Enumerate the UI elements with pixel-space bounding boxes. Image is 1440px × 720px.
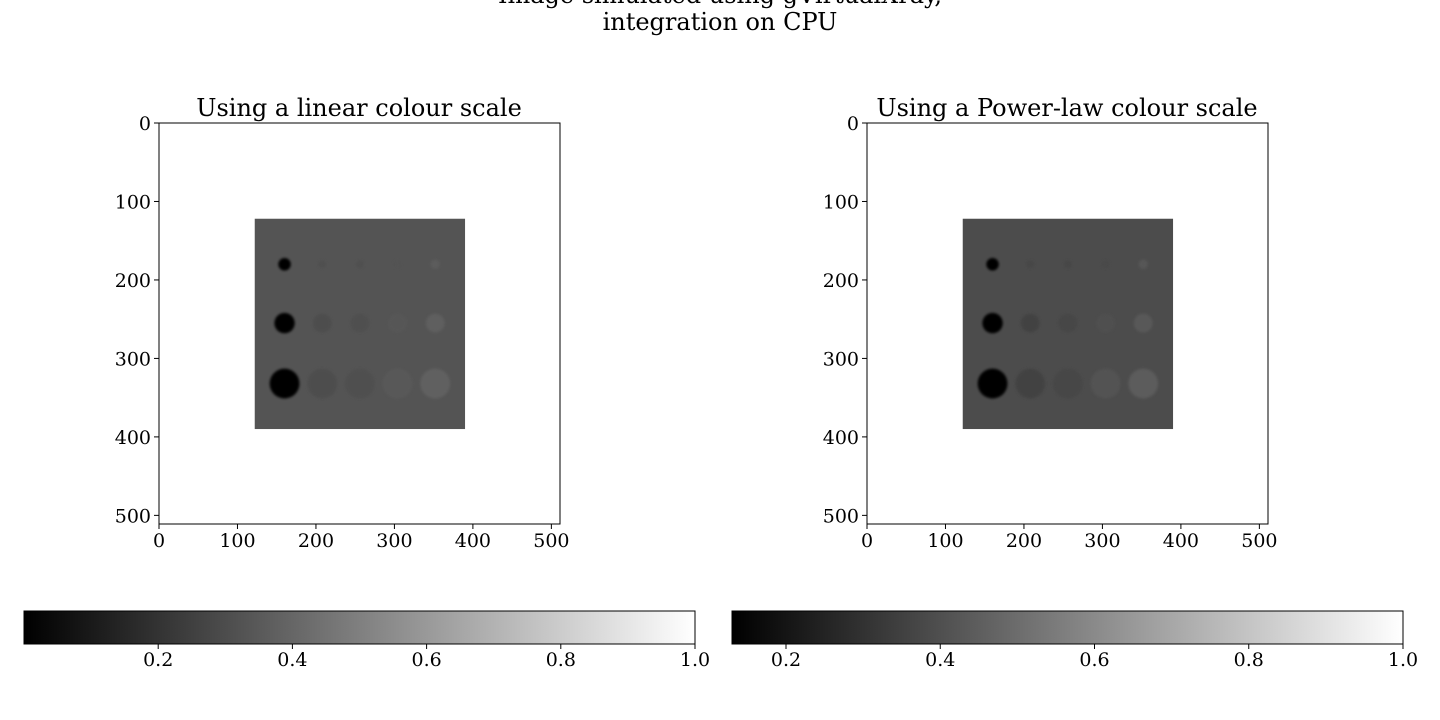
insert-circle [307, 368, 338, 399]
insert-circle [274, 312, 295, 334]
insert-circle [312, 313, 332, 333]
y-tick-label: 400 [823, 427, 859, 449]
x-tick-label: 400 [1163, 530, 1199, 552]
x-tick-label: 200 [298, 530, 334, 552]
insert-circle [269, 368, 300, 399]
colorbar-tick-label: 1.0 [1388, 649, 1418, 671]
colorbar-linear: 0.2 0.4 0.6 0.8 1.0 [23, 610, 710, 671]
x-tick-label: 500 [1241, 530, 1277, 552]
colorbar-tick-label: 1.0 [680, 649, 710, 671]
colorbar-tick-label: 0.8 [546, 649, 576, 671]
insert-circle [1026, 260, 1035, 269]
figure-title-line-2: integration on CPU [603, 8, 838, 36]
insert-circle [382, 368, 413, 399]
colorbar-tick-label: 0.8 [1234, 649, 1264, 671]
insert-circle [425, 313, 445, 333]
y-tick-label: 400 [115, 427, 151, 449]
insert-circle [1128, 368, 1159, 399]
panel-linear-title: Using a linear colour scale [196, 94, 522, 122]
x-tick-label: 200 [1006, 530, 1042, 552]
figure-title-line-1: Image simulated using gVirtualXray, [498, 0, 942, 9]
y-tick-label: 100 [823, 191, 859, 213]
colorbar-gradient [731, 610, 1404, 645]
insert-circle [1096, 313, 1115, 333]
colorbar-tick-label: 0.4 [277, 649, 307, 671]
colorbar-tick-label: 0.2 [143, 649, 173, 671]
axes-frame [866, 122, 1269, 525]
insert-circle [393, 260, 402, 269]
insert-circle [1101, 260, 1110, 269]
y-tick-label: 200 [823, 270, 859, 292]
panel-powerlaw: Using a Power-law colour scale 0 100 200 30… [731, 94, 1418, 671]
colorbar-tick-label: 0.6 [411, 649, 441, 671]
insert-circle [986, 257, 999, 271]
insert-circle [1133, 313, 1153, 333]
insert-circle [1020, 313, 1040, 333]
insert-circle [344, 368, 375, 399]
y-tick-label: 300 [115, 348, 151, 370]
colorbar-tick-label: 0.4 [925, 649, 955, 671]
x-tick-label: 0 [861, 530, 873, 552]
insert-circle [420, 368, 451, 399]
insert-circle [430, 259, 440, 269]
insert-circle [355, 260, 364, 269]
x-tick-label: 300 [376, 530, 412, 552]
colorbar-tick-label: 0.2 [771, 649, 801, 671]
y-tick-label: 500 [115, 505, 151, 527]
colorbar-powerlaw: 0.2 0.4 0.6 0.8 1.0 [731, 610, 1418, 671]
panel-powerlaw-title: Using a Power-law colour scale [876, 94, 1257, 122]
y-tick-label: 200 [115, 270, 151, 292]
y-tick-label: 300 [823, 348, 859, 370]
panel-linear: Using a linear colour scale 0 100 200 300 40… [23, 94, 710, 671]
insert-circle [1015, 368, 1046, 399]
insert-circle [318, 260, 327, 269]
insert-circle [1052, 368, 1083, 399]
insert-circle [977, 368, 1008, 399]
colorbar-tick-label: 0.6 [1079, 649, 1109, 671]
x-tick-label: 100 [219, 530, 255, 552]
x-tick-label: 500 [533, 530, 569, 552]
y-tick-label: 0 [847, 113, 859, 135]
insert-circle [1090, 368, 1121, 399]
insert-circle [278, 257, 291, 271]
y-tick-label: 0 [139, 113, 151, 135]
insert-circle [1138, 259, 1148, 269]
insert-circle [388, 313, 407, 333]
x-tick-label: 100 [927, 530, 963, 552]
insert-circle [1063, 260, 1072, 269]
y-tick-label: 100 [115, 191, 151, 213]
y-tick-label: 500 [823, 505, 859, 527]
axes-frame [158, 122, 561, 525]
insert-circle [982, 312, 1003, 334]
insert-circle [350, 313, 370, 333]
colorbar-gradient [23, 610, 696, 645]
x-tick-label: 300 [1084, 530, 1120, 552]
x-tick-label: 0 [153, 530, 165, 552]
x-tick-label: 400 [455, 530, 491, 552]
insert-circle [1058, 313, 1078, 333]
